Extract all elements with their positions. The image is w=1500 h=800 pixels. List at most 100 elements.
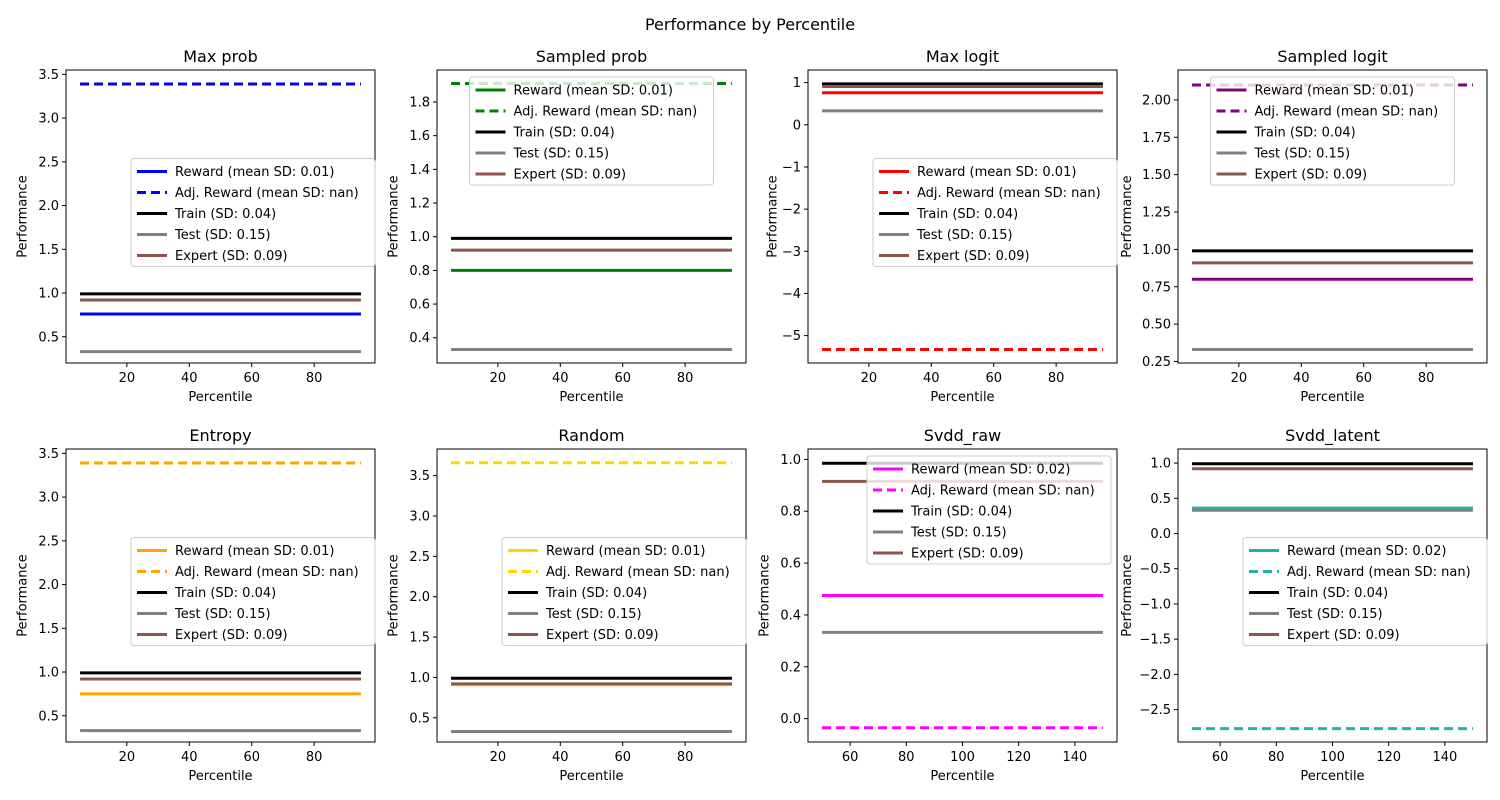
y-tick-label: 1.0 [409,671,430,686]
y-tick-label: 1.0 [409,230,430,245]
y-tick-label: 1.6 [409,129,430,144]
axes-frame [436,69,747,364]
legend-label: Expert (SD: 0.09) [1255,168,1368,183]
subplot-title: Entropy [189,426,251,445]
x-axis-label: Percentile [930,769,994,784]
subplot-title: Sampled logit [1277,47,1387,66]
y-tick-label: −1.0 [1139,597,1171,612]
x-axis-label: Percentile [559,390,623,405]
x-tick-label: 40 [923,371,940,386]
y-tick-label: 1.4 [409,163,430,178]
legend-label: Train (SD: 0.04) [910,505,1012,520]
legend-label: Train (SD: 0.04) [174,586,276,601]
y-tick-label: 1 [793,76,801,91]
legend-label: Expert (SD: 0.09) [917,249,1030,264]
legend-label: Test (SD: 0.15) [916,228,1013,243]
y-tick-label: 2.0 [409,590,430,605]
y-tick-label: 0.4 [780,608,801,623]
series-lines [80,82,361,354]
x-tick-label: 60 [243,371,260,386]
legend-label: Adj. Reward (mean SD: nan) [917,186,1101,201]
subplots-grid: Max prob 20 40 60 80 0.5 1.0 1.5 2.0 2.5 3.0 3.5 Per… [16,47,1488,784]
y-tick-label: 1.5 [409,631,430,646]
y-tick-label: 0.8 [409,264,430,279]
y-tick-label: 3.5 [38,447,59,462]
x-tick-label: 40 [552,750,569,765]
legend-label: Expert (SD: 0.09) [514,168,627,183]
x-tick-label: 20 [119,750,136,765]
y-axis-label: Performance [1120,554,1135,636]
y-tick-label: 1.8 [409,95,430,110]
y-tick-label: 1.25 [1142,206,1171,221]
legend-box [469,76,714,186]
legend-box [501,537,747,646]
y-tick-label: 3.0 [38,112,59,127]
y-tick-label: 0.6 [409,298,430,313]
legend: Reward (mean SD: 0.01) Adj. Reward (mean … [469,76,714,186]
y-tick-label: 1.0 [780,453,801,468]
legend-label: Expert (SD: 0.09) [1287,628,1400,643]
y-axis-label: Performance [1120,175,1135,257]
legend-label: Adj. Reward (mean SD: nan) [1255,105,1439,120]
y-tick-label: −2 [782,203,801,218]
subplot-7: Svdd_raw 60 80 100 120 140 0.0 0.2 0.4 0.6 0.8 1.0 P… [758,426,1118,784]
x-tick-label: 140 [1062,750,1087,765]
x-tick-label: 80 [677,371,694,386]
y-tick-label: 3.5 [38,68,59,83]
x-tick-label: 80 [1418,371,1435,386]
y-axis-label: Performance [16,175,31,257]
x-tick-label: 60 [243,750,260,765]
x-axis-label: Percentile [188,390,252,405]
legend: Reward (mean SD: 0.01) Adj. Reward (mean … [130,537,376,646]
legend-label: Expert (SD: 0.09) [175,249,288,264]
y-tick-label: 2.5 [38,155,59,170]
x-tick-label: 120 [1376,750,1401,765]
y-tick-label: 0.4 [409,331,430,346]
subplot-title: Max prob [183,47,258,66]
legend: Reward (mean SD: 0.01) Adj. Reward (mean … [501,537,747,646]
legend-label: Adj. Reward (mean SD: nan) [911,484,1095,499]
y-tick-label: 2.00 [1142,93,1171,108]
legend: Reward (mean SD: 0.01) Adj. Reward (mean … [872,158,1118,267]
subplot-title: Sampled prob [536,47,648,66]
series-lines [80,461,361,733]
x-tick-label: 80 [306,371,323,386]
y-tick-label: 1.0 [1150,457,1171,472]
legend-label: Reward (mean SD: 0.02) [1287,544,1446,559]
y-tick-label: 0.6 [780,557,801,572]
subplot-3: Max logit 20 40 60 80 −5 −4 −3 −2 −1 0 1 Percentile P… [765,47,1118,405]
legend-label: Reward (mean SD: 0.01) [175,165,334,180]
legend-box [130,537,376,646]
y-tick-label: −4 [782,287,801,302]
legend-label: Reward (mean SD: 0.01) [175,544,334,559]
x-tick-label: 40 [552,371,569,386]
subplot-6: Random 20 40 60 80 0.5 1.0 1.5 2.0 2.5 3.0 3.5 Perce… [387,426,747,784]
x-tick-label: 80 [306,750,323,765]
subplot-8: Svdd_latent 60 80 100 120 140 −2.5 −2.0 −1.5 −1.0… [1120,426,1488,784]
series-lines [1192,462,1473,731]
x-tick-label: 140 [1432,750,1457,765]
y-axis-label: Performance [758,554,773,636]
y-tick-label: 1.0 [38,287,59,302]
y-tick-label: 0.5 [1150,492,1171,507]
subplot-1: Max prob 20 40 60 80 0.5 1.0 1.5 2.0 2.5 3.0 3.5 Per… [16,47,376,405]
y-tick-label: 0.75 [1142,280,1171,295]
x-tick-label: 60 [1355,371,1372,386]
y-tick-label: 0.25 [1142,355,1171,370]
x-axis-label: Percentile [559,769,623,784]
y-tick-label: −2.0 [1139,668,1171,683]
legend: Reward (mean SD: 0.01) Adj. Reward (mean … [130,158,376,267]
x-axis-label: Percentile [930,390,994,405]
figure-suptitle: Performance by Percentile [645,15,855,34]
legend-label: Test (SD: 0.15) [513,147,610,162]
x-tick-label: 40 [181,371,198,386]
y-tick-label: 3.5 [409,469,430,484]
x-tick-label: 60 [985,371,1002,386]
legend-label: Test (SD: 0.15) [1254,147,1351,162]
legend-label: Test (SD: 0.15) [910,526,1007,541]
legend-label: Train (SD: 0.04) [1254,126,1356,141]
legend-label: Adj. Reward (mean SD: nan) [1287,565,1471,580]
x-tick-label: 60 [614,750,631,765]
y-tick-label: 1.5 [38,243,59,258]
